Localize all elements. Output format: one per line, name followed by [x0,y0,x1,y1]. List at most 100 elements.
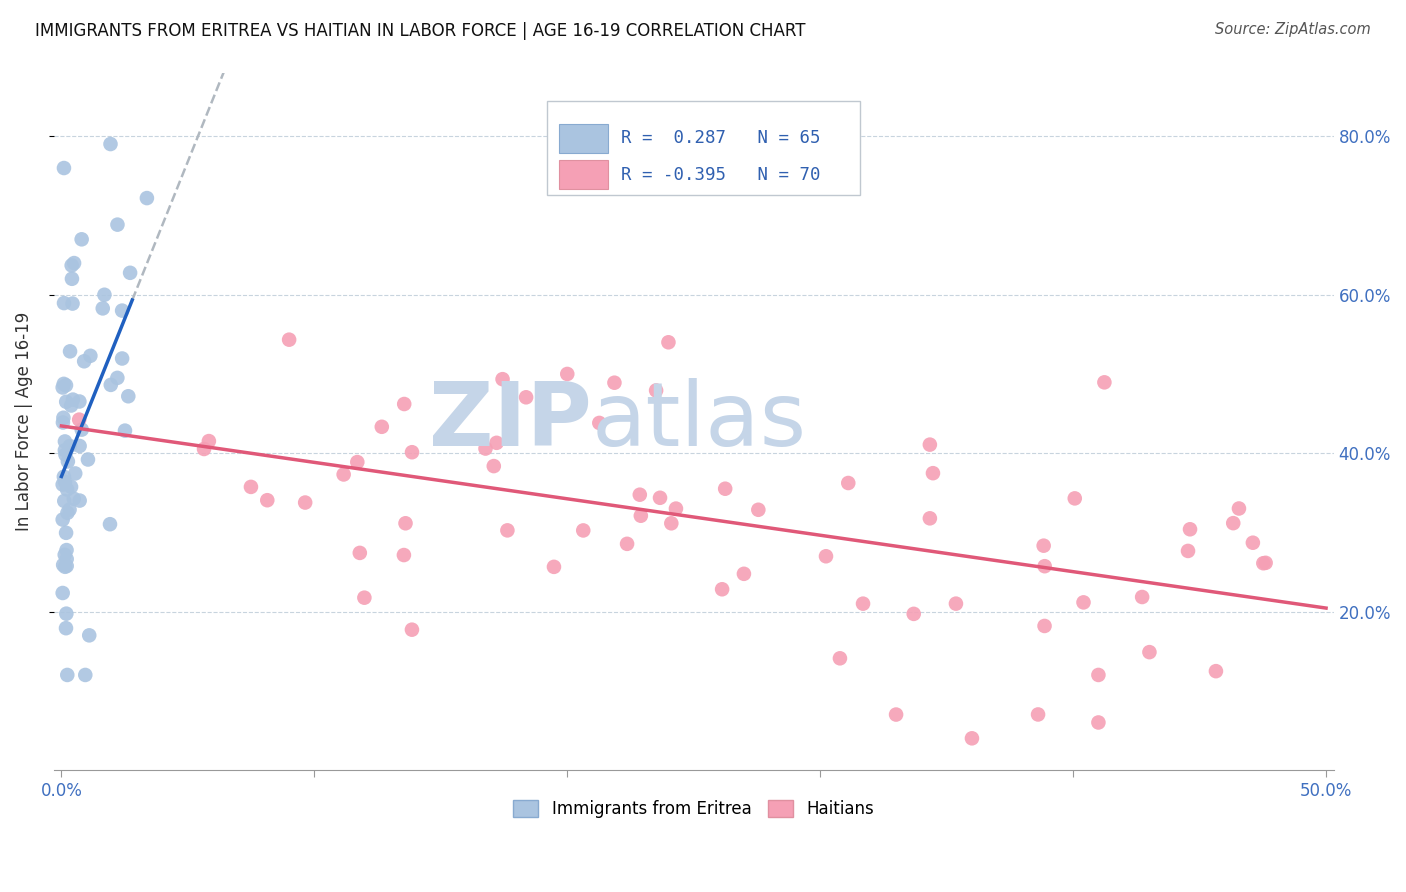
Point [665,501,688,516]
Text: IMMIGRANTS FROM ERITREA VS HAITIAN IN LABOR FORCE | AGE 16-19 CORRELATION CHART: IMMIGRANTS FROM ERITREA VS HAITIAN IN LA… [35,22,806,40]
Point [332,467,354,482]
Point [960,731,983,746]
Point [1222,516,1244,530]
Point [56,506,79,520]
Point [394,516,416,531]
Text: R =  0.287   N = 65: R = 0.287 N = 65 [621,129,820,147]
Point [648,491,671,505]
Point [55,607,77,621]
Point [485,435,508,450]
Point [53,296,76,310]
Point [62,392,84,407]
Point [714,482,737,496]
Point [60,272,83,286]
Text: atlas: atlas [592,378,807,465]
Point [98,517,121,532]
Point [711,582,734,597]
Point [603,376,626,390]
Point [1227,501,1250,516]
Point [918,511,941,525]
Point [401,623,423,637]
Point [70,232,93,246]
Point [903,607,925,621]
Point [1063,491,1085,506]
Bar [560,124,607,153]
Point [1032,539,1054,553]
Point [70,423,93,437]
Point [111,351,134,366]
Point [56,483,79,497]
Point [918,437,941,451]
Point [1241,535,1264,549]
Point [79,349,101,363]
FancyBboxPatch shape [547,101,860,195]
Point [1205,664,1227,678]
Point [349,546,371,560]
Point [198,434,221,448]
Text: Source: ZipAtlas.com: Source: ZipAtlas.com [1215,22,1371,37]
Point [67,412,90,426]
Point [837,475,859,490]
Point [353,591,375,605]
Point [572,524,595,538]
Point [1178,522,1201,536]
Bar [560,160,607,189]
Point [91,301,114,316]
Point [55,543,77,558]
Point [60,259,83,273]
Point [62,491,84,506]
Point [105,371,128,385]
Point [55,558,77,573]
Point [747,502,769,516]
Point [1026,707,1049,722]
Point [111,303,134,318]
Point [56,668,79,682]
Point [53,434,76,449]
Point [55,394,77,409]
Point [53,443,76,458]
Point [1033,619,1056,633]
Point [55,552,77,566]
Point [67,394,90,409]
Point [555,367,578,381]
Point [392,548,415,562]
Point [52,376,75,391]
Point [515,390,537,404]
Point [52,380,75,394]
Point [69,493,91,508]
Point [1033,559,1056,574]
Point [114,424,136,438]
Point [53,475,76,489]
Point [135,191,157,205]
Point [62,296,84,310]
Point [1087,668,1109,682]
Point [482,459,505,474]
Point [496,524,519,538]
Point [346,455,368,469]
Legend: Immigrants from Eritrea, Haitians: Immigrants from Eritrea, Haitians [506,793,880,824]
Point [1087,715,1109,730]
Point [55,525,77,540]
Point [73,354,96,368]
Point [60,399,83,413]
Point [52,477,75,491]
Point [922,466,945,480]
Point [53,494,76,508]
Point [657,335,679,350]
Point [58,502,80,516]
Point [53,559,76,574]
Point [100,136,122,151]
Point [52,586,75,600]
Point [120,266,142,280]
Point [1092,376,1115,390]
Point [52,416,75,430]
Point [371,419,394,434]
Point [884,707,907,722]
Point [59,439,82,453]
Point [1253,556,1275,570]
Point [100,377,122,392]
Point [55,448,77,462]
Point [63,256,86,270]
Point [193,442,215,456]
Point [814,549,837,564]
